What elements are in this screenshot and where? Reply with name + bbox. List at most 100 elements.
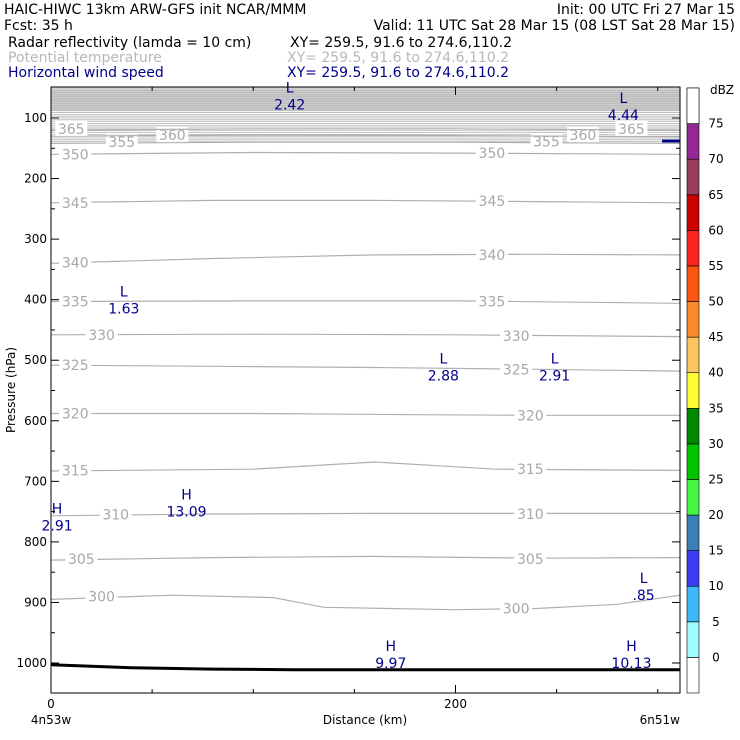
y-tick-label: 300	[24, 232, 47, 246]
colorbar-label: 25	[708, 472, 723, 486]
isentrope-label-bg	[105, 134, 138, 150]
wind-extremum-value: 9.97	[375, 656, 406, 672]
y-tick-label: 100	[24, 111, 47, 125]
isentrope-label-355: 355	[108, 135, 135, 151]
header-line1-right: Init: 00 UTC Fri 27 Mar 15	[557, 2, 735, 18]
wind-extremum-L: L	[551, 351, 559, 367]
y-tick-label: 1000	[16, 656, 47, 670]
isentrope-325	[50, 364, 681, 372]
terrain-layer	[50, 139, 680, 672]
isentrope-label-bg	[514, 407, 547, 423]
wind-extremum-L: L	[640, 571, 648, 587]
y-tick-label: 400	[24, 293, 47, 307]
wind-extremum-L: L	[619, 91, 627, 107]
isentrope-310	[50, 512, 680, 517]
colorbar-label: 55	[708, 259, 723, 273]
isentrope-label-bg	[475, 145, 508, 161]
isentrope-label-310: 310	[517, 507, 544, 523]
terrain-line	[50, 663, 680, 672]
colorbar-label: 60	[708, 223, 723, 237]
colorbar-box	[686, 407, 700, 445]
y-tick-label: 200	[24, 172, 47, 186]
isentrope-label-bg	[59, 293, 92, 309]
isentrope-label-bg	[156, 126, 189, 142]
field3-xy: XY= 259.5, 91.6 to 274.6,110.2	[287, 65, 509, 81]
isentrope-label-bg	[514, 506, 547, 522]
isentrope-355	[50, 141, 681, 144]
colorbar-box	[686, 585, 700, 623]
isentrope-label-315: 315	[517, 462, 544, 478]
isentrope-label-335: 335	[479, 294, 506, 310]
isentrope-label-bg	[59, 405, 92, 421]
isentrope-label-bg	[615, 120, 648, 136]
isentrope-label-bg	[566, 126, 599, 142]
isentrope-label-bg	[85, 588, 118, 604]
isentrope-305	[50, 555, 681, 561]
isentrope-label-bg	[475, 293, 508, 309]
colorbar-label: 0	[712, 650, 720, 664]
y-tick-label: 800	[24, 535, 47, 549]
isentrope-315	[50, 461, 681, 472]
isentrope-label-320: 320	[517, 408, 544, 424]
colorbar-label: 40	[708, 366, 723, 380]
isentrope-330	[50, 333, 681, 338]
field3-name: Horizontal wind speed	[8, 65, 164, 81]
wind-extremum-H: H	[626, 639, 637, 655]
colorbar-label: 45	[708, 330, 723, 344]
isentrope-label-bg	[500, 361, 533, 377]
field2-xy: XY= 259.5, 91.6 to 274.6,110.2	[287, 50, 509, 66]
isentrope-label-345: 345	[479, 194, 506, 210]
isentrope-335	[50, 300, 681, 304]
colorbar-box	[686, 336, 700, 374]
y-axis-title: Pressure (hPa)	[4, 347, 18, 433]
colorbar-box	[686, 158, 700, 196]
isentrope-label-bg	[59, 146, 92, 162]
wind-extremum-L: L	[286, 81, 294, 97]
isentrope-label-bg	[514, 461, 547, 477]
wind-extremum-value: 2.88	[428, 368, 459, 384]
plot-frame	[50, 86, 681, 694]
colorbar-label: 70	[708, 152, 723, 166]
isentrope-label-325: 325	[503, 362, 530, 378]
colorbar-box	[686, 301, 700, 338]
isentrope-label-330: 330	[503, 329, 530, 345]
x-start-label: 4n53w	[31, 713, 72, 727]
isentrope-label-300: 300	[88, 589, 115, 605]
isentrope-300	[50, 594, 681, 611]
colorbar-label: 5	[712, 615, 720, 629]
colorbar-label: 10	[708, 579, 723, 593]
colorbar-label: 15	[708, 544, 723, 558]
isentrope-label-335: 335	[62, 294, 89, 310]
isentrope-365	[50, 128, 681, 131]
isentrope-label-bg	[59, 357, 92, 373]
colorbar-box	[686, 657, 700, 694]
wind-extremum-value: .85	[632, 588, 654, 604]
wind-extremum-value: 1.63	[108, 302, 139, 318]
isentrope-label-310: 310	[102, 508, 129, 524]
wind-extremum-L: L	[120, 285, 128, 301]
isentrope-label-bg	[500, 328, 533, 343]
isentrope-345	[50, 199, 681, 204]
wind-extremum-H: H	[181, 488, 192, 504]
colorbar-label: 35	[708, 401, 723, 415]
isentrope-label-bg	[55, 120, 88, 136]
x-axis-title: Distance (km)	[323, 713, 407, 727]
wind-extrema-layer: L2.42 L4.44L1.63L2.88L2.91H13.09H2.91L.85…	[41, 81, 654, 672]
colorbar-top-box	[686, 87, 700, 124]
isentrope-label-350: 350	[62, 147, 89, 163]
isentrope-label-bg	[475, 192, 508, 208]
wind-extremum-value: 13.09	[166, 505, 206, 521]
colorbar-label: 20	[708, 508, 723, 522]
isentrope-label-bg	[59, 194, 92, 210]
isentrope-label-bg	[514, 550, 547, 566]
isentrope-label-330: 330	[88, 328, 115, 344]
isentrope-label-305: 305	[68, 552, 95, 568]
isentrope-label-bg	[59, 462, 92, 478]
field1-name: Radar reflectivity (lamda = 10 cm)	[8, 35, 251, 51]
x-end-label: 6n51w	[640, 713, 681, 727]
header-line2-right: Valid: 11 UTC Sat 28 Mar 15 (08 LST Sat …	[374, 18, 735, 34]
colorbar-box	[686, 265, 700, 302]
colorbar-box	[686, 479, 700, 516]
x-tick-label: 0	[47, 697, 55, 711]
